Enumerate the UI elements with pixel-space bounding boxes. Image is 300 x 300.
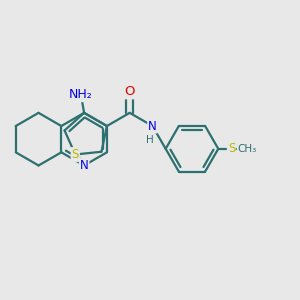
Text: NH₂: NH₂ — [69, 88, 93, 101]
Text: H: H — [146, 135, 153, 145]
Text: S: S — [72, 148, 79, 161]
Text: N: N — [80, 159, 88, 172]
Text: O: O — [124, 85, 135, 98]
Text: N: N — [148, 119, 157, 133]
Text: CH₃: CH₃ — [238, 144, 257, 154]
Text: S: S — [228, 142, 235, 155]
